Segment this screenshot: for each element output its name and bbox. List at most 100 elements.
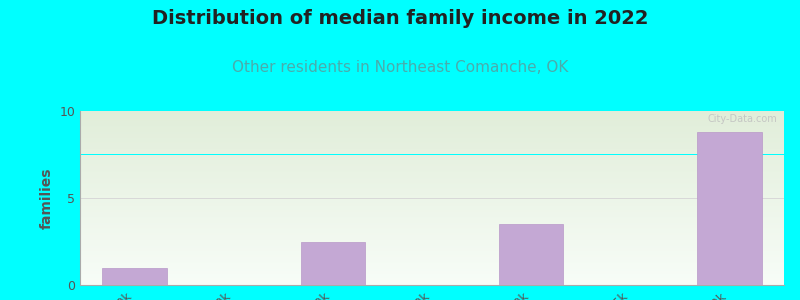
Bar	[80, 135, 784, 136]
Bar	[80, 191, 784, 192]
Bar	[80, 184, 784, 185]
Bar	[80, 161, 784, 162]
Bar	[80, 220, 784, 221]
Bar	[80, 130, 784, 131]
Bar	[80, 178, 784, 179]
Bar	[80, 203, 784, 204]
Bar	[80, 232, 784, 233]
Bar	[80, 111, 784, 112]
Bar	[80, 113, 784, 114]
Bar	[80, 185, 784, 186]
Bar	[80, 190, 784, 191]
Bar	[80, 196, 784, 197]
Bar	[80, 266, 784, 267]
Bar	[80, 181, 784, 182]
Text: Distribution of median family income in 2022: Distribution of median family income in …	[152, 9, 648, 28]
Bar	[80, 273, 784, 274]
Bar	[80, 142, 784, 143]
Bar	[80, 234, 784, 235]
Bar	[80, 246, 784, 247]
Bar	[80, 166, 784, 167]
Bar	[80, 264, 784, 265]
Bar	[80, 171, 784, 172]
Bar	[80, 114, 784, 115]
Bar	[80, 140, 784, 141]
Bar	[80, 261, 784, 262]
Bar	[80, 270, 784, 271]
Bar	[80, 188, 784, 189]
Bar	[80, 192, 784, 193]
Bar	[80, 224, 784, 225]
Bar	[80, 120, 784, 121]
Bar	[80, 152, 784, 153]
Bar	[80, 240, 784, 241]
Bar	[80, 201, 784, 202]
Bar	[80, 243, 784, 244]
Bar	[80, 214, 784, 215]
Bar	[80, 168, 784, 169]
Bar	[80, 137, 784, 138]
Bar	[80, 143, 784, 144]
Bar	[80, 256, 784, 257]
Bar	[80, 176, 784, 177]
Bar	[698, 132, 762, 285]
Bar	[80, 158, 784, 159]
Bar	[80, 163, 784, 164]
Bar	[80, 226, 784, 227]
Bar	[80, 274, 784, 275]
Bar	[80, 172, 784, 173]
Bar	[80, 219, 784, 220]
Bar	[80, 252, 784, 253]
Bar	[80, 198, 784, 199]
Bar	[80, 279, 784, 280]
Bar	[80, 133, 784, 134]
Bar	[80, 124, 784, 125]
Bar	[80, 119, 784, 120]
Bar	[80, 255, 784, 256]
Bar	[80, 193, 784, 194]
Bar	[80, 222, 784, 223]
Bar	[80, 160, 784, 161]
Bar	[80, 159, 784, 160]
Bar	[80, 162, 784, 163]
Bar	[80, 209, 784, 210]
Bar	[80, 147, 784, 148]
Bar	[80, 208, 784, 209]
Bar	[80, 221, 784, 222]
Bar	[80, 251, 784, 252]
Bar	[80, 156, 784, 157]
Bar	[80, 206, 784, 207]
Bar	[80, 117, 784, 118]
Bar	[80, 194, 784, 195]
Bar	[80, 204, 784, 205]
Bar	[80, 228, 784, 229]
Bar	[80, 167, 784, 168]
Bar	[80, 278, 784, 279]
Bar	[80, 182, 784, 183]
Bar	[80, 230, 784, 231]
Bar	[80, 149, 784, 150]
Bar	[80, 258, 784, 259]
Bar	[80, 126, 784, 127]
Bar	[80, 118, 784, 119]
Bar	[80, 265, 784, 266]
Bar	[499, 224, 563, 285]
Bar	[80, 268, 784, 269]
Bar	[80, 277, 784, 278]
Bar	[80, 245, 784, 246]
Bar	[80, 249, 784, 250]
Bar	[80, 244, 784, 245]
Bar	[80, 274, 784, 275]
Bar	[80, 189, 784, 190]
Bar	[80, 210, 784, 211]
Bar	[80, 253, 784, 254]
Bar	[80, 179, 784, 180]
Bar	[80, 216, 784, 217]
Bar	[80, 197, 784, 198]
Bar	[80, 128, 784, 129]
Bar	[80, 123, 784, 124]
Bar	[80, 225, 784, 226]
Bar	[80, 262, 784, 263]
Bar	[301, 242, 365, 285]
Bar	[80, 139, 784, 140]
